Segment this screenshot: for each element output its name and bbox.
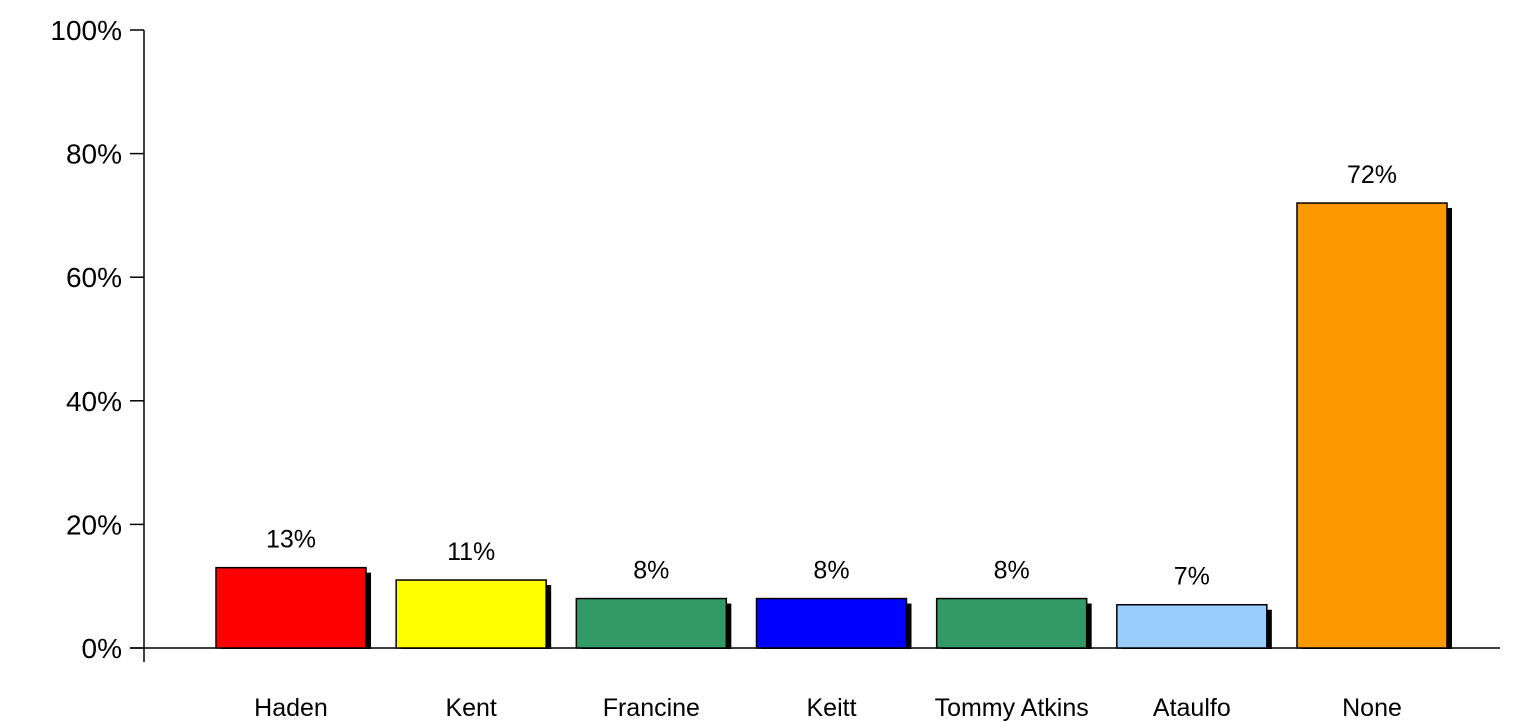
y-tick-label: 80% xyxy=(66,139,122,170)
y-tick-label: 60% xyxy=(66,262,122,293)
x-tick-label: None xyxy=(1342,694,1402,721)
data-label: 8% xyxy=(994,557,1030,585)
y-tick-label: 0% xyxy=(82,633,122,664)
bar xyxy=(755,597,908,649)
x-tick-label: Francine xyxy=(603,694,700,721)
y-tick-label: 100% xyxy=(50,15,122,46)
x-tick-label: Keitt xyxy=(806,694,856,721)
data-label: 8% xyxy=(633,557,669,585)
bar xyxy=(575,597,728,649)
y-tick-label: 40% xyxy=(66,386,122,417)
axes: 0% 20% 40% 60% 80% 100% xyxy=(50,15,1500,664)
labels: 13% Haden 11% Kent 8% Francine 8% Keitt 8% Tommy … xyxy=(254,161,1402,721)
bar xyxy=(395,579,547,649)
x-tick-label: Ataulfo xyxy=(1153,694,1231,721)
y-tick-label: 20% xyxy=(66,509,122,540)
data-label: 13% xyxy=(266,526,316,554)
data-label: 8% xyxy=(813,557,849,585)
bar xyxy=(935,597,1088,649)
x-tick-label: Haden xyxy=(254,694,328,721)
bars xyxy=(215,202,1452,650)
data-label: 11% xyxy=(447,538,495,566)
bar xyxy=(1116,603,1268,649)
bar xyxy=(215,566,367,649)
data-label: 7% xyxy=(1174,563,1210,591)
x-tick-label: Tommy Atkins xyxy=(935,694,1089,721)
bar xyxy=(1296,202,1448,649)
x-tick-label: Kent xyxy=(445,694,496,721)
data-label: 72% xyxy=(1347,161,1397,189)
